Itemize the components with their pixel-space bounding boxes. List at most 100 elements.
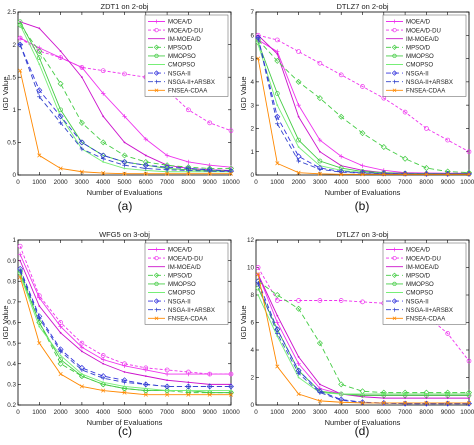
data-point [142,381,149,388]
legend-label: IM-MOEA/D [168,264,201,271]
data-point [17,41,24,48]
x-tick-label: 4000 [334,179,349,186]
legend-marker [154,316,159,321]
data-point [17,252,23,257]
data-point [338,72,344,78]
data-point [296,391,301,397]
data-point [122,114,127,119]
y-axis-label: IGD Value [1,76,10,110]
data-point [186,168,191,173]
x-tick-label: 2000 [292,409,307,416]
data-point [143,136,148,142]
legend-label: IM-MOEA/D [406,264,439,271]
data-point [81,76,83,79]
data-point [100,139,107,146]
x-tick-label: 0 [254,409,258,416]
x-tick-label: 6000 [377,409,392,416]
data-point [276,314,279,317]
data-point [297,146,300,148]
legend-label: MOEA/D [168,19,193,26]
data-point [38,325,41,328]
data-point [317,390,323,395]
legend-marker [392,316,397,321]
x-tick-label: 3000 [75,409,90,416]
y-axis-label: IGD Value [1,305,10,339]
data-point [18,68,23,73]
series-2 [255,32,472,155]
series-9 [256,272,472,405]
legend-label: FNSEA-CDAA [168,88,208,95]
y-tick-label: 2.5 [7,9,16,16]
legend-label: NSGA-II+ARSBX [406,307,453,314]
data-point [37,94,42,99]
data-point [423,165,430,172]
data-point [255,281,261,287]
data-point [319,383,321,386]
x-tick-label: 9000 [203,179,218,186]
data-point [144,375,147,378]
data-point [296,371,301,376]
data-point [445,172,450,177]
y-tick-label: 0.4 [7,361,16,368]
legend-marker [392,27,397,33]
data-point [36,48,43,55]
data-point [81,350,83,353]
x-tick-label: 3000 [313,409,328,416]
series-line [19,246,231,375]
data-point [296,158,301,164]
x-tick-label: 9000 [441,179,456,186]
series-4 [17,22,234,172]
data-point [207,171,212,176]
data-point [19,24,22,26]
data-point [295,305,302,312]
data-point [445,137,451,143]
data-point [38,27,41,30]
x-tick-label: 0 [254,179,258,186]
data-point [101,388,106,393]
data-point [58,107,63,113]
data-point [381,172,386,177]
data-point [17,243,23,249]
legend-marker [392,79,397,84]
series-3 [19,259,232,386]
series-8 [255,35,472,177]
data-point [164,384,170,389]
legend-label: MPSO/D [168,45,193,52]
y-tick-label: 0.3 [7,382,16,389]
data-point [361,393,364,395]
legend-label: NSGA-II+ARSBX [168,307,215,314]
data-point [17,268,23,274]
legend-marker [154,79,159,84]
data-point [382,393,385,395]
x-tick-label: 2000 [54,179,69,186]
x-tick-label: 1000 [270,179,285,186]
y-tick-label: 3 [250,102,254,109]
x-tick-label: 3000 [75,179,90,186]
x-axis-label: Number of Evaluations [325,418,401,427]
data-point [317,137,323,143]
legend-marker [392,19,397,24]
data-point [37,316,42,321]
chart-panel-1: ZDT1 on 2-obj 0 1000 2000 3000 4000 5000 6000 70… [1,2,240,213]
legend-marker [154,88,159,93]
data-point [58,357,63,362]
legend-marker [392,53,397,59]
data-point [317,60,323,66]
data-point [37,153,42,158]
data-point [36,48,42,54]
data-point [255,34,262,41]
panel-label: (d) [355,424,370,438]
series-8 [17,268,234,389]
series-9 [18,275,234,397]
x-tick-label: 5000 [117,409,132,416]
data-point [36,87,43,94]
legend-label: IM-MOEA/D [406,36,439,43]
data-point [403,400,408,405]
data-point [297,115,300,118]
data-point [122,390,127,395]
data-point [316,340,323,347]
panel-label: (a) [118,199,133,213]
data-point [186,392,191,397]
data-point [207,371,213,377]
